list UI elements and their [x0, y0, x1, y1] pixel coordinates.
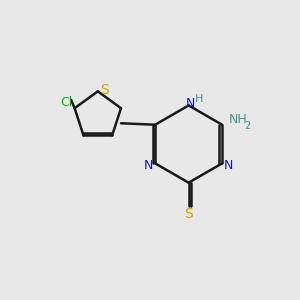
Text: S: S [184, 207, 193, 221]
Text: 2: 2 [244, 121, 250, 131]
Text: N: N [185, 98, 195, 110]
Text: N: N [224, 159, 233, 172]
Text: S: S [100, 83, 109, 97]
Text: N: N [144, 159, 153, 172]
Text: NH: NH [229, 113, 248, 126]
Text: Cl: Cl [60, 96, 72, 109]
Text: H: H [195, 94, 203, 104]
